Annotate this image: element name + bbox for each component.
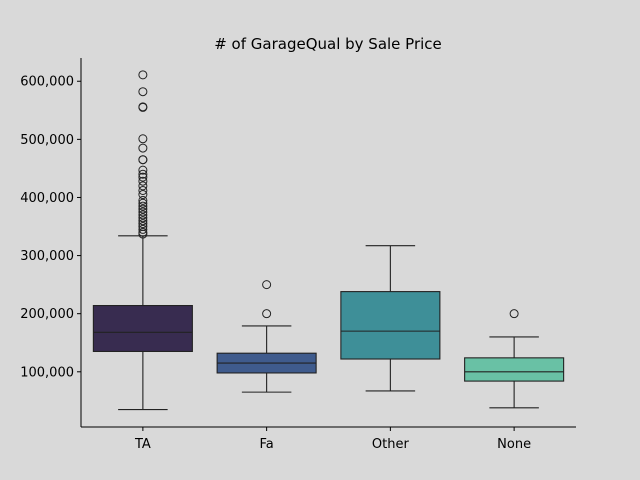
y-axis: 100,000 200,000 300,000 400,000 500,000 600,0… <box>20 58 82 427</box>
outlier-point <box>262 280 272 290</box>
y-tick-label: 500,000 <box>20 133 74 148</box>
box-group-ta <box>92 70 193 411</box>
outlier-point <box>138 227 148 237</box>
outlier-point <box>138 201 148 211</box>
boxes <box>92 70 565 411</box>
outlier-point <box>138 207 148 217</box>
outlier-point <box>138 213 148 223</box>
outlier-point <box>262 309 272 319</box>
outlier-point <box>138 190 148 200</box>
outlier-point <box>138 155 148 165</box>
outlier-point <box>138 210 148 220</box>
y-tick-label: 100,000 <box>20 365 74 380</box>
box-group-other <box>340 245 441 392</box>
box-group-none <box>464 309 565 409</box>
x-tick-label: Fa <box>259 437 273 452</box>
outlier-point <box>138 143 148 153</box>
box-iqr <box>340 291 441 360</box>
outlier-point <box>138 165 148 175</box>
y-tick-label: 300,000 <box>20 249 74 264</box>
outlier-point <box>138 172 148 182</box>
x-axis: TA Fa Other None <box>81 426 576 452</box>
x-tick-label: TA <box>134 437 151 452</box>
outlier-point <box>138 195 148 205</box>
box-iqr <box>464 357 565 382</box>
outlier-point <box>138 222 148 232</box>
outlier-point <box>138 169 148 179</box>
y-tick-label: 600,000 <box>20 75 74 90</box>
outlier-point <box>509 309 519 319</box>
box-group-fa <box>216 280 317 393</box>
box-iqr <box>92 304 193 353</box>
outlier-point <box>138 204 148 214</box>
chart-title: # of GarageQual by Sale Price <box>214 35 442 53</box>
outlier-point <box>138 224 148 234</box>
outlier-point <box>138 198 148 208</box>
outlier-point <box>138 185 148 195</box>
outlier-point <box>138 181 148 191</box>
outlier-point <box>138 134 148 144</box>
outlier-point <box>138 219 148 229</box>
outlier-point <box>138 87 148 97</box>
y-tick-label: 400,000 <box>20 191 74 206</box>
x-tick-label: None <box>497 437 531 452</box>
x-tick-label: Other <box>372 437 410 452</box>
outlier-point <box>138 216 148 226</box>
y-tick-label: 200,000 <box>20 307 74 322</box>
outlier-point <box>138 102 148 112</box>
outlier-point <box>138 176 148 186</box>
outlier-point <box>138 70 148 80</box>
